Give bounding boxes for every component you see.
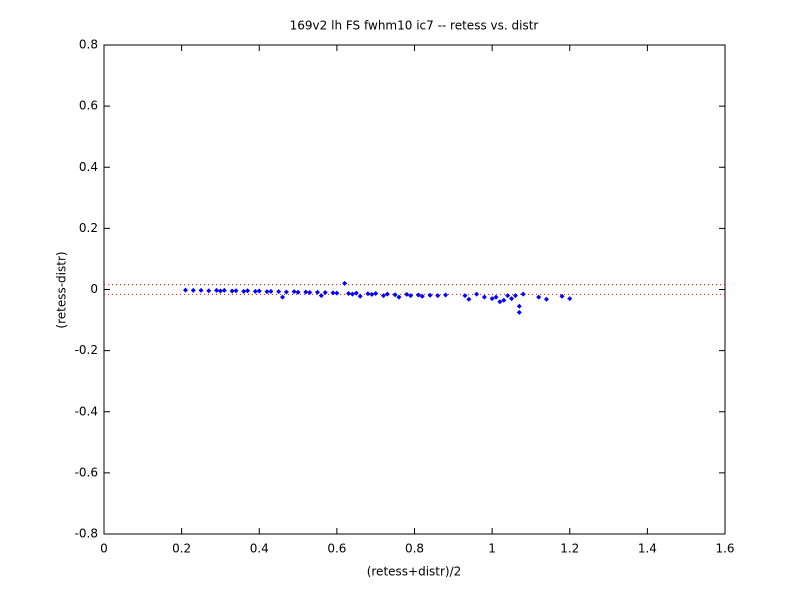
y-tick-label: 0.8 <box>79 38 98 52</box>
point <box>435 293 441 299</box>
point <box>241 288 247 294</box>
x-axis-label: (retess+distr)/2 <box>367 565 462 579</box>
point <box>520 291 526 297</box>
point <box>314 289 320 295</box>
point <box>419 293 425 299</box>
y-tick-label: -0.8 <box>75 527 98 541</box>
point <box>307 290 313 296</box>
y-tick-label: 0 <box>90 282 98 296</box>
point <box>493 294 499 300</box>
point <box>489 296 495 302</box>
point <box>408 293 414 299</box>
point <box>233 288 239 294</box>
point <box>280 294 286 300</box>
point <box>346 290 352 296</box>
x-tick-label: 0.8 <box>405 542 424 556</box>
point <box>559 293 565 299</box>
point <box>291 289 297 295</box>
point <box>217 288 223 294</box>
point <box>330 290 336 296</box>
point <box>516 303 522 309</box>
y-tick-label: -0.4 <box>75 404 98 418</box>
point <box>380 293 386 299</box>
point <box>353 290 359 296</box>
point <box>481 294 487 300</box>
point <box>318 293 324 299</box>
point <box>268 288 274 294</box>
x-tick-label: 1.4 <box>638 542 657 556</box>
point <box>190 287 196 293</box>
point <box>392 292 398 298</box>
point <box>373 290 379 296</box>
x-tick-label: 0.2 <box>172 542 191 556</box>
y-tick-label: -0.6 <box>75 465 98 479</box>
point <box>536 294 542 300</box>
point <box>264 289 270 295</box>
point <box>396 294 402 300</box>
point <box>427 292 433 298</box>
point <box>221 287 227 293</box>
point <box>474 291 480 297</box>
x-tick-label: 0.6 <box>327 542 346 556</box>
y-tick-label: 0.6 <box>79 99 98 113</box>
point <box>206 288 212 294</box>
point <box>512 293 518 299</box>
chart-title: 169v2 lh FS fwhm10 ic7 -- retess vs. dis… <box>290 19 539 33</box>
point <box>276 289 282 295</box>
point <box>415 292 421 298</box>
point <box>349 291 355 297</box>
x-tick-label: 0.4 <box>250 542 269 556</box>
point <box>229 288 235 294</box>
point <box>443 292 449 298</box>
y-tick-label: -0.2 <box>75 343 98 357</box>
point <box>322 290 328 296</box>
point <box>466 296 472 302</box>
point <box>543 296 549 302</box>
point <box>497 299 503 305</box>
y-axis-label: (retess-distr) <box>55 251 69 328</box>
x-tick-label: 0 <box>100 542 108 556</box>
point <box>369 291 375 297</box>
y-tick-label: 0.4 <box>79 160 98 174</box>
point <box>567 296 573 302</box>
x-tick-label: 1 <box>488 542 496 556</box>
point <box>462 293 468 299</box>
x-tick-label: 1.2 <box>560 542 579 556</box>
x-tick-label: 1.6 <box>715 542 734 556</box>
point <box>334 290 340 296</box>
point <box>256 288 262 294</box>
point <box>357 293 363 299</box>
point <box>245 288 251 294</box>
point <box>303 289 309 295</box>
point <box>214 287 220 293</box>
point <box>516 309 522 315</box>
point <box>183 287 189 293</box>
point <box>501 297 507 303</box>
point <box>252 288 258 294</box>
point <box>198 287 204 293</box>
point <box>509 296 515 302</box>
y-tick-label: 0.2 <box>79 221 98 235</box>
point <box>295 289 301 295</box>
point <box>404 291 410 297</box>
point <box>283 289 289 295</box>
point <box>342 280 348 286</box>
point <box>505 293 511 299</box>
point <box>384 291 390 297</box>
point <box>365 291 371 297</box>
